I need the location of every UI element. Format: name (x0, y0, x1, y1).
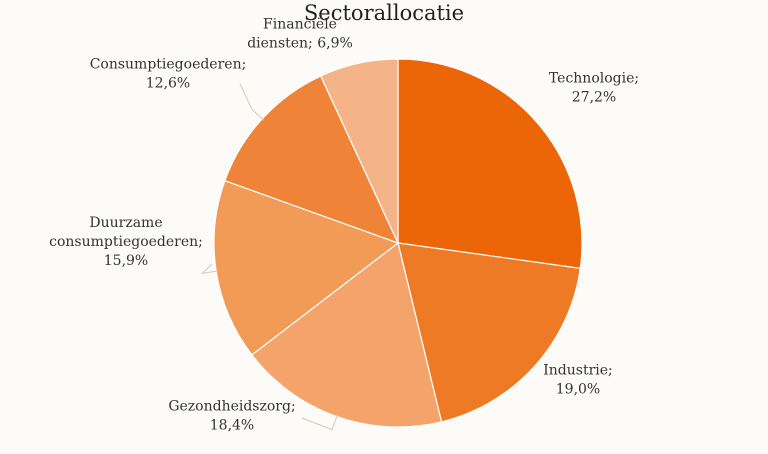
chart-title: Sectorallocatie (304, 1, 464, 25)
leader-line-duurzame-consumptiegoederen (200, 263, 219, 275)
label-leader-lines (200, 83, 338, 431)
slice-label-consumptiegoederen: Consumptiegoederen; 12,6% (90, 57, 247, 92)
slice-label-gezondheidszorg: Gezondheidszorg; 18,4% (168, 399, 295, 434)
pie-slices (213, 58, 583, 428)
leader-line-consumptiegoederen (239, 83, 265, 121)
pie-slice-financiele-diensten (319, 58, 399, 244)
slice-label-duurzame-consumptiegoederen: Duurzame consumptiegoederen; 15,9% (49, 215, 203, 269)
leader-line-gezondheidszorg (301, 414, 338, 431)
slice-labels: Technologie; 27,2% Industrie; 19,0% Gezondhe… (49, 17, 639, 434)
slice-label-industrie: Industrie; 19,0% (543, 363, 613, 398)
pie-slice-industrie (397, 242, 581, 423)
pie-slice-technologie (397, 58, 583, 270)
slice-label-technologie: Technologie; 27,2% (549, 71, 639, 106)
slice-label-financiele-diensten: Financiële diensten; 6,9% (247, 17, 353, 52)
